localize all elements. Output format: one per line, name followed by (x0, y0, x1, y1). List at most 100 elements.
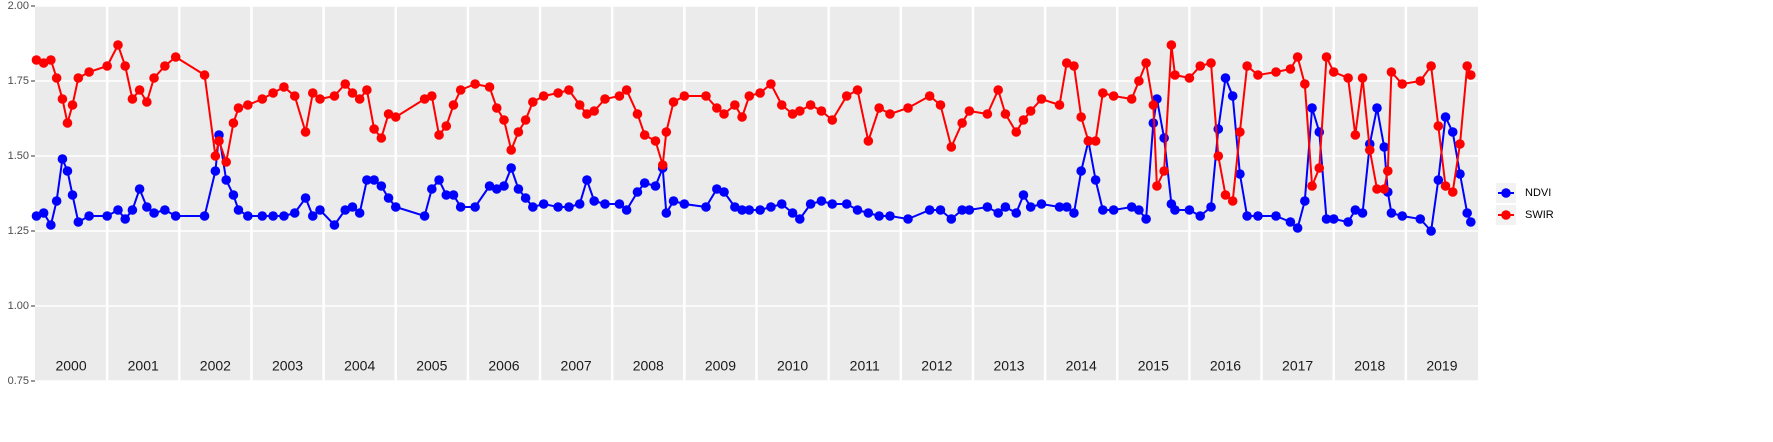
series-point (1195, 61, 1206, 71)
series-point (600, 199, 610, 209)
series-point (650, 136, 661, 146)
series-point (1307, 181, 1317, 191)
series-point (491, 184, 502, 194)
series-point (776, 100, 787, 110)
series-point (84, 67, 94, 77)
series-point (46, 55, 56, 65)
x-tick-label: 2002 (200, 358, 231, 374)
series-point (841, 199, 852, 209)
series-point (701, 202, 711, 212)
series-point (376, 133, 387, 143)
series-point (1141, 214, 1151, 224)
series-point (268, 211, 278, 221)
series-point (1372, 103, 1382, 113)
series-point (528, 202, 538, 212)
series-point (51, 73, 62, 83)
series-point (1350, 130, 1361, 140)
series-point (1108, 205, 1119, 215)
series-point (46, 220, 56, 230)
series-point (924, 205, 935, 215)
series-point (827, 115, 838, 125)
series-point (639, 130, 650, 140)
series-point (1343, 73, 1353, 83)
series-point (614, 91, 625, 101)
series-point (67, 100, 78, 110)
series-point (1000, 202, 1011, 212)
series-point (1206, 202, 1216, 212)
series-point (300, 193, 311, 203)
series-point (816, 106, 827, 116)
series-point (632, 187, 643, 197)
series-point (300, 127, 311, 137)
series-point (228, 190, 239, 200)
x-tick-label: 2013 (993, 358, 1024, 374)
series-point (57, 154, 68, 164)
series-point (455, 202, 466, 212)
series-point (744, 205, 755, 215)
series-point (679, 91, 690, 101)
series-point (668, 196, 679, 206)
y-tick-label: 0.75 (8, 375, 29, 387)
series-point (233, 103, 244, 113)
legend-label: NDVI (1525, 187, 1551, 199)
series-point (84, 211, 94, 221)
series-point (31, 211, 42, 221)
series-point (57, 94, 68, 104)
series-point (852, 205, 863, 215)
series-point (1465, 70, 1476, 80)
series-point (441, 190, 452, 200)
series-point (1271, 67, 1281, 77)
series-point (491, 103, 502, 113)
series-point (340, 205, 351, 215)
series-point (1036, 199, 1047, 209)
series-point (134, 85, 145, 95)
series-point (1455, 169, 1465, 179)
x-tick-label: 2019 (1426, 358, 1457, 374)
series-point (427, 91, 437, 101)
series-point (1447, 187, 1458, 197)
series-point (1307, 103, 1317, 113)
series-point (701, 91, 711, 101)
series-point (730, 202, 740, 212)
series-point (553, 88, 563, 98)
series-point (51, 196, 62, 206)
series-point (1465, 217, 1476, 227)
x-tick-label: 2000 (55, 358, 86, 374)
series-point (614, 199, 625, 209)
series-point (38, 58, 49, 68)
series-point (776, 199, 787, 209)
series-point (520, 115, 531, 125)
series-point (903, 214, 913, 224)
series-point (639, 178, 650, 188)
series-point (120, 214, 130, 224)
series-point (982, 109, 993, 119)
series-point (160, 61, 170, 71)
series-point (805, 199, 816, 209)
series-point (1462, 61, 1472, 71)
series-point (564, 202, 574, 212)
series-point (574, 100, 585, 110)
series-point (805, 100, 816, 110)
series-point (1126, 94, 1137, 104)
series-point (1025, 202, 1036, 212)
legend: NDVI SWIR (1496, 183, 1554, 225)
series-point (1321, 214, 1332, 224)
series-point (1076, 112, 1086, 122)
series-point (170, 211, 181, 221)
series-point (538, 199, 549, 209)
series-point (1415, 214, 1426, 224)
series-point (1025, 106, 1036, 116)
series-point (1300, 79, 1310, 89)
series-point (679, 199, 690, 209)
series-point (1253, 70, 1263, 80)
series-point (852, 85, 863, 95)
series-point (564, 85, 574, 95)
series-point (1292, 52, 1303, 62)
series-point (589, 196, 599, 206)
series-point (661, 127, 672, 137)
series-point (268, 88, 278, 98)
series-point (766, 202, 776, 212)
series-point (668, 97, 679, 107)
x-tick-label: 2006 (488, 358, 519, 374)
series-point (1076, 166, 1086, 176)
